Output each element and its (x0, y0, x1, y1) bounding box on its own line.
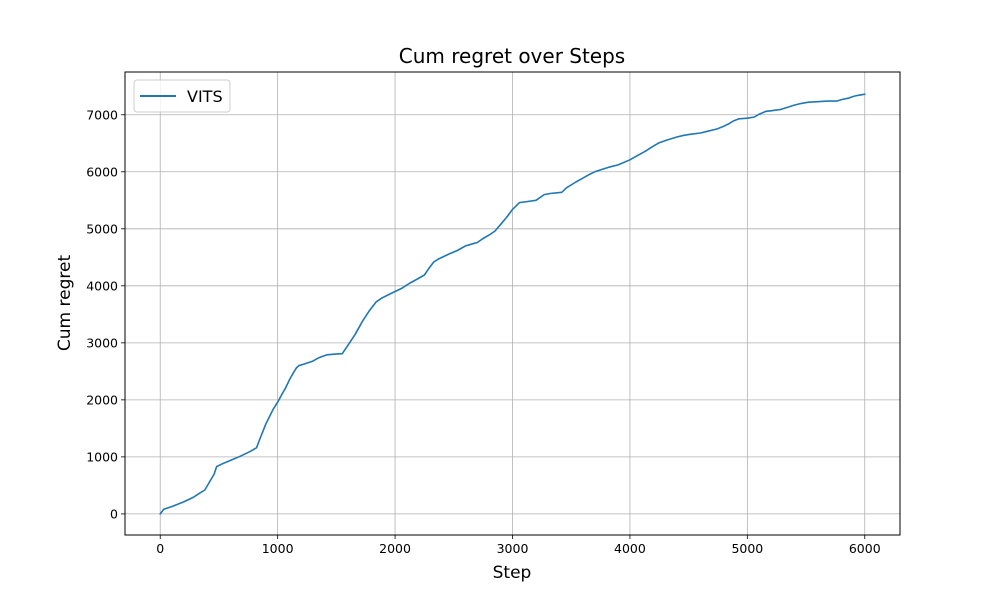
x-tick-label: 2000 (379, 541, 411, 556)
y-tick-label: 1000 (86, 449, 118, 464)
legend: VITS (133, 79, 231, 113)
legend-box (133, 79, 231, 113)
y-tick-label: 4000 (86, 278, 118, 293)
x-axis-label: Step (493, 563, 532, 583)
x-tick-label: 1000 (262, 541, 294, 556)
y-tick-label: 3000 (86, 335, 118, 350)
chart-title: Cum regret over Steps (399, 44, 625, 68)
x-tick-label: 6000 (849, 541, 881, 556)
x-axis-ticks: 0 1000 2000 3000 4000 5000 6000 (156, 535, 881, 556)
x-tick-label: 4000 (614, 541, 646, 556)
y-tick-label: 6000 (86, 164, 118, 179)
legend-label-vits: VITS (187, 87, 223, 106)
series-layer (159, 93, 866, 515)
y-tick-label: 7000 (86, 107, 118, 122)
y-tick-label: 5000 (86, 221, 118, 236)
x-tick-label: 5000 (731, 541, 763, 556)
y-axis-label: Cum regret (55, 255, 75, 352)
y-tick-label: 0 (110, 506, 118, 521)
y-axis-ticks: 0 1000 2000 3000 4000 5000 6000 7000 (86, 107, 125, 521)
series-line-vits (159, 93, 866, 515)
x-tick-label: 3000 (497, 541, 529, 556)
y-tick-label: 2000 (86, 392, 118, 407)
grid (125, 72, 900, 535)
x-tick-label: 0 (156, 541, 164, 556)
